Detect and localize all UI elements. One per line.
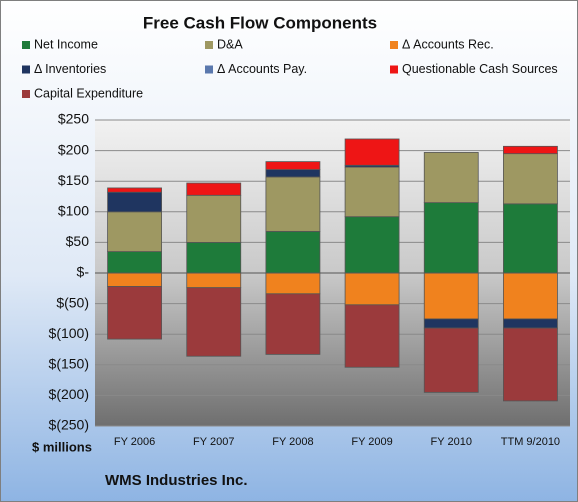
legend-label: D&A xyxy=(217,37,243,51)
y-axis-label: $ millions xyxy=(32,439,92,454)
legend-swatch xyxy=(22,90,30,98)
legend-label: Δ Inventories xyxy=(34,62,106,76)
bar-segment xyxy=(107,191,162,213)
bar-segment xyxy=(423,202,479,274)
x-tick-label: FY 2009 xyxy=(351,436,392,448)
y-tick-label: $(200) xyxy=(49,386,89,402)
y-tick-label: $150 xyxy=(58,172,89,188)
y-tick-label: $250 xyxy=(58,111,89,127)
bar-segment xyxy=(107,286,162,340)
bar-segment xyxy=(265,161,321,170)
legend-label: Δ Accounts Pay. xyxy=(217,62,307,76)
x-tick-label: FY 2010 xyxy=(431,436,472,448)
legend-label: Δ Accounts Rec. xyxy=(402,37,494,51)
x-tick-label: FY 2006 xyxy=(114,436,155,448)
bar-segment xyxy=(186,287,242,357)
y-tick-label: $(250) xyxy=(49,417,89,433)
bar-segment xyxy=(107,211,162,252)
y-tick-label: $(100) xyxy=(49,325,89,341)
bar-segment xyxy=(503,272,558,320)
legend-swatch xyxy=(22,41,30,49)
legend-label: Capital Expenditure xyxy=(34,86,143,100)
chart-title: Free Cash Flow Components xyxy=(143,13,377,32)
bar-segment xyxy=(503,327,558,402)
bar-segment xyxy=(186,194,242,243)
bar-segment xyxy=(344,138,400,166)
bar-segment xyxy=(186,182,242,196)
x-tick-label: TTM 9/2010 xyxy=(501,436,560,448)
y-tick-label: $(50) xyxy=(56,294,89,310)
bar-segment xyxy=(503,203,558,274)
bar-segment xyxy=(107,187,162,193)
bar-segment xyxy=(423,318,479,329)
legend-swatch xyxy=(205,65,213,74)
x-tick-label: FY 2007 xyxy=(193,436,234,448)
legend-swatch xyxy=(390,65,398,74)
bar-segment xyxy=(186,241,242,274)
bar-segment xyxy=(344,216,400,274)
bar-segment xyxy=(423,272,479,320)
y-tick-label: $100 xyxy=(58,203,89,219)
x-tick-label: FY 2008 xyxy=(272,436,313,448)
bar-segment xyxy=(186,272,242,289)
bar-segment xyxy=(107,272,162,287)
bar-segment xyxy=(265,169,321,178)
bar-segment xyxy=(265,272,321,295)
legend-swatch xyxy=(22,65,30,74)
bar-segment xyxy=(265,293,321,355)
y-tick-label: $50 xyxy=(66,233,90,249)
bar-segment xyxy=(107,251,162,274)
footer: WMS Industries Inc. xyxy=(105,472,248,489)
bar-segment xyxy=(503,318,558,329)
bar-segment xyxy=(423,327,479,393)
bar-segment xyxy=(265,176,321,232)
y-tick-label: $200 xyxy=(58,141,89,157)
y-tick-label: $(150) xyxy=(49,356,89,372)
bar-segment xyxy=(265,230,321,274)
bar-segment xyxy=(344,272,400,306)
bar-segment xyxy=(423,152,479,204)
bar-segment xyxy=(344,166,400,218)
legend-label: Questionable Cash Sources xyxy=(402,62,558,76)
bar-segment xyxy=(344,304,400,368)
legend-label: Net Income xyxy=(34,37,98,51)
legend-swatch xyxy=(390,41,398,49)
y-tick-label: $- xyxy=(77,264,90,280)
legend-swatch xyxy=(205,41,213,49)
bar-segment xyxy=(503,145,558,155)
bar-segment xyxy=(503,153,558,205)
